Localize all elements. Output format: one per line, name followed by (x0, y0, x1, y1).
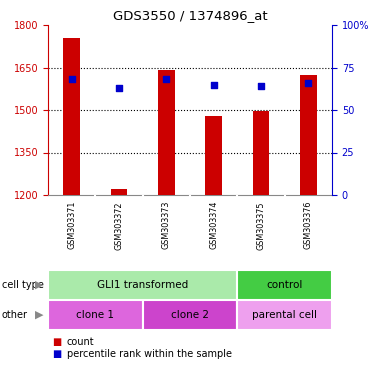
Bar (253, 111, 269, 195)
Text: ■: ■ (52, 349, 61, 359)
Point (69, 76, 75, 83)
Text: parental cell: parental cell (252, 310, 317, 320)
Text: other: other (2, 310, 28, 320)
Text: clone 2: clone 2 (171, 310, 209, 320)
Title: GDS3550 / 1374896_at: GDS3550 / 1374896_at (113, 10, 267, 22)
Bar (300, 74, 316, 195)
Point (258, 83, 264, 89)
Text: control: control (266, 280, 303, 290)
Bar (48, 300, 143, 330)
Text: percentile rank within the sample: percentile rank within the sample (66, 349, 232, 359)
Text: ▶: ▶ (35, 280, 43, 290)
Bar (63, 38, 80, 195)
Text: GSM303373: GSM303373 (162, 201, 171, 249)
Bar (158, 70, 175, 195)
Text: clone 1: clone 1 (76, 310, 114, 320)
Point (163, 76, 169, 83)
Text: ■: ■ (52, 337, 61, 347)
Text: GSM303374: GSM303374 (209, 201, 218, 249)
Point (116, 85, 122, 91)
Bar (237, 270, 332, 300)
Text: GLI1 transformed: GLI1 transformed (97, 280, 188, 290)
Bar (206, 116, 222, 195)
Text: ▶: ▶ (35, 310, 43, 320)
Text: GSM303371: GSM303371 (67, 201, 76, 249)
Text: cell type: cell type (2, 280, 44, 290)
Text: GSM303376: GSM303376 (304, 201, 313, 249)
Text: GSM303372: GSM303372 (115, 201, 124, 250)
Point (305, 80, 311, 86)
Text: GSM303375: GSM303375 (256, 201, 266, 250)
Bar (48, 270, 237, 300)
Bar (143, 300, 237, 330)
Text: count: count (66, 337, 94, 347)
Bar (111, 189, 127, 195)
Point (211, 81, 217, 88)
Bar (237, 300, 332, 330)
